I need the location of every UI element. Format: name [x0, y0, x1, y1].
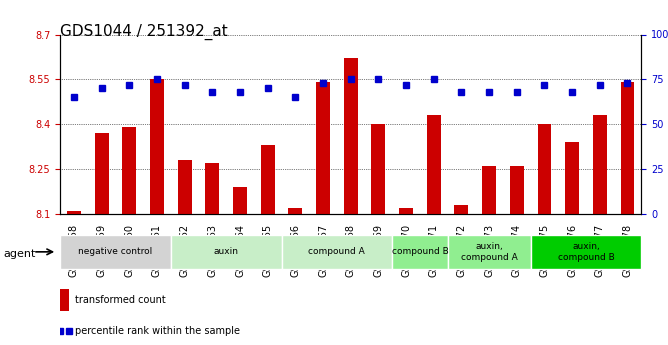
FancyBboxPatch shape — [392, 235, 448, 269]
Bar — [206, 163, 219, 214]
Text: transformed count: transformed count — [75, 295, 166, 305]
Bar — [427, 115, 441, 214]
Text: auxin,
compound B: auxin, compound B — [558, 242, 615, 262]
Text: agent: agent — [3, 249, 35, 258]
FancyBboxPatch shape — [530, 235, 641, 269]
Text: compound A: compound A — [309, 247, 365, 256]
Text: percentile rank within the sample: percentile rank within the sample — [75, 326, 240, 336]
Bar — [593, 115, 607, 214]
Bar — [565, 142, 579, 214]
Text: auxin: auxin — [214, 247, 238, 256]
Bar — [60, 289, 69, 311]
Text: compound B: compound B — [391, 247, 448, 256]
FancyBboxPatch shape — [281, 235, 392, 269]
Bar — [538, 124, 551, 214]
Bar — [482, 166, 496, 214]
Bar — [95, 133, 108, 214]
Bar — [150, 79, 164, 214]
Bar — [344, 58, 357, 214]
Bar — [371, 124, 385, 214]
Text: negative control: negative control — [78, 247, 152, 256]
FancyBboxPatch shape — [448, 235, 530, 269]
Bar — [289, 208, 302, 214]
Bar — [454, 205, 468, 214]
Bar — [67, 211, 81, 214]
FancyBboxPatch shape — [171, 235, 281, 269]
FancyBboxPatch shape — [60, 235, 171, 269]
Bar — [399, 208, 413, 214]
Bar — [621, 82, 635, 214]
Bar — [233, 187, 247, 214]
Bar — [316, 82, 330, 214]
Text: GDS1044 / 251392_at: GDS1044 / 251392_at — [60, 24, 228, 40]
Bar — [178, 160, 192, 214]
Text: auxin,
compound A: auxin, compound A — [461, 242, 518, 262]
Bar — [261, 145, 275, 214]
Bar — [510, 166, 524, 214]
Bar — [122, 127, 136, 214]
